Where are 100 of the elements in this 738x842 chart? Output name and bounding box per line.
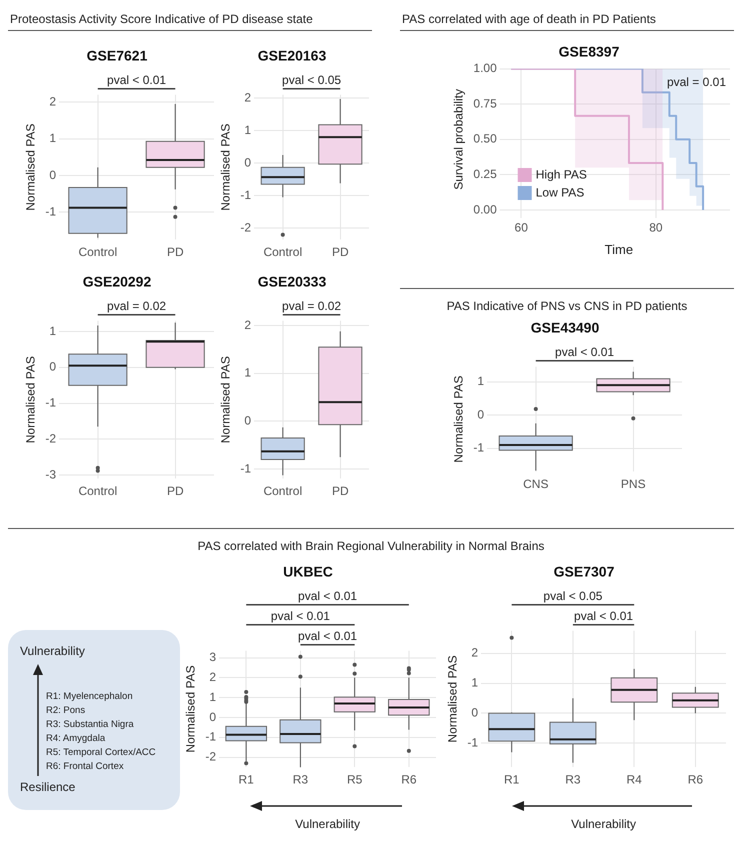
chart-title: GSE20292 (82, 273, 152, 290)
chart-title: GSE43490 (530, 319, 600, 336)
chart-title: GSE20163 (258, 47, 326, 64)
y-tick-label: -1 (473, 440, 484, 455)
x-axis-title: Vulnerability (571, 817, 636, 832)
x-tick-label: Control (263, 484, 302, 498)
x-tick-label: PNS (620, 477, 646, 492)
y-tick-label: 2 (244, 318, 252, 332)
y-tick-label: 2 (244, 90, 252, 104)
y-tick-label: 1 (244, 122, 252, 137)
x-tick-label: R4 (626, 772, 642, 787)
text: pval < 0.01 (574, 609, 634, 624)
y-tick-label: 1 (49, 131, 56, 146)
y-tick-label: 1 (471, 676, 478, 690)
x-tick-label: Control (78, 245, 118, 260)
y-tick-label: 2 (49, 94, 56, 108)
text: R5: Temporal Cortex/ACC (46, 746, 156, 760)
y-tick-label: -1 (240, 461, 252, 476)
y-tick-label: 0 (477, 407, 484, 422)
y-tick-label: 1 (244, 366, 252, 380)
text: pval = 0.02 (107, 299, 166, 314)
chart-subtitle: PAS correlated with age of death in PD Patients (400, 8, 734, 31)
x-tick-label: PD (166, 245, 184, 260)
y-tick-label: 0.50 (473, 132, 498, 146)
y-tick-label: 1 (209, 690, 216, 704)
y-axis-title: Survival probability (452, 89, 466, 190)
legend-label: High PAS (536, 167, 587, 182)
y-tick-label: -2 (240, 220, 252, 235)
x-tick-label: Control (78, 484, 118, 498)
chart-title: GSE8397 (558, 43, 620, 60)
x-tick-label: PD (332, 484, 349, 498)
text: pval < 0.01 (298, 589, 358, 604)
y-tick-label: -1 (205, 730, 216, 744)
x-tick-label: R6 (688, 772, 704, 787)
text: pval < 0.05 (543, 589, 603, 604)
x-axis-title: Time (604, 242, 634, 257)
text: pval < 0.01 (298, 629, 358, 644)
y-tick-label: 0 (471, 706, 478, 720)
y-tick-label: 1.00 (473, 61, 498, 76)
x-tick-label: PD (166, 484, 184, 498)
x-tick-label: R1 (504, 772, 520, 787)
y-tick-label: -2 (45, 431, 56, 446)
x-tick-label: R5 (346, 772, 363, 787)
x-tick-label: 80 (649, 220, 663, 235)
y-tick-label: 0 (244, 414, 252, 428)
y-tick-label: 0 (244, 155, 252, 170)
y-tick-label: -2 (205, 750, 216, 764)
y-axis-title: Normalised PAS (452, 376, 466, 463)
y-tick-label: 0.00 (473, 202, 498, 216)
x-tick-label: 60 (514, 220, 528, 235)
text: R1: Myelencephalon (46, 690, 134, 704)
x-tick-label: CNS (523, 477, 548, 492)
text: pval = 0.02 (282, 299, 342, 314)
chart-subtitle: PAS Indicative of PNS vs CNS in PD patients (400, 288, 734, 317)
text: R6: Frontal Cortex (46, 760, 125, 774)
chart-title: GSE7621 (86, 47, 148, 64)
text: pval < 0.01 (555, 345, 614, 360)
x-tick-label: R3 (292, 772, 308, 787)
chart-title: GSE20333 (258, 273, 326, 290)
y-tick-label: 3 (209, 650, 216, 664)
x-tick-label: R1 (238, 772, 254, 787)
y-axis-title: Normalised PAS (24, 356, 38, 444)
chart-title: GSE7307 (554, 563, 615, 580)
y-tick-label: 2 (209, 670, 216, 684)
y-tick-label: 2 (471, 646, 478, 660)
text: R3: Substantia Nigra (46, 718, 135, 732)
y-axis-title: Normalised PAS (218, 356, 233, 444)
y-axis-title: Normalised PAS (218, 124, 233, 211)
x-tick-label: PD (332, 245, 349, 260)
x-axis-title: Vulnerability (295, 817, 360, 832)
text: pval < 0.01 (107, 73, 166, 88)
text: PAS correlated with Brain Regional Vulnerability in Normal Brains (8, 528, 734, 557)
y-tick-label: -1 (45, 396, 56, 410)
annotation: pval = 0.01 (666, 75, 726, 90)
x-tick-label: R3 (565, 772, 581, 787)
y-tick-label: -3 (45, 467, 56, 482)
y-axis-title: Normalised PAS (446, 655, 460, 743)
text: pval < 0.05 (282, 73, 342, 88)
y-tick-label: 0 (49, 360, 56, 374)
text: R2: Pons (46, 704, 86, 718)
chart-title: UKBEC (283, 563, 333, 580)
y-tick-label: -1 (467, 736, 478, 750)
y-axis-title: Normalised PAS (24, 124, 38, 211)
y-tick-label: -1 (45, 204, 56, 218)
chart-subtitle: Proteostasis Activity Score Indicative of PD disease state (8, 8, 372, 31)
y-axis-title: Normalised PAS (184, 665, 198, 753)
y-tick-label: 0.75 (473, 96, 498, 110)
text: pval < 0.01 (270, 609, 330, 624)
text: Vulnerability (20, 644, 85, 658)
text: Resilience (20, 780, 76, 794)
x-tick-label: R6 (401, 772, 417, 787)
y-tick-label: -1 (240, 188, 252, 202)
x-tick-label: Control (263, 245, 302, 260)
y-tick-label: 0.25 (473, 167, 498, 182)
text: R4: Amygdala (46, 732, 106, 746)
y-tick-label: 1 (49, 324, 56, 338)
y-tick-label: 0 (49, 168, 56, 182)
y-tick-label: 1 (477, 374, 484, 388)
y-tick-label: 0 (209, 710, 216, 724)
legend-label: Low PAS (536, 185, 584, 200)
